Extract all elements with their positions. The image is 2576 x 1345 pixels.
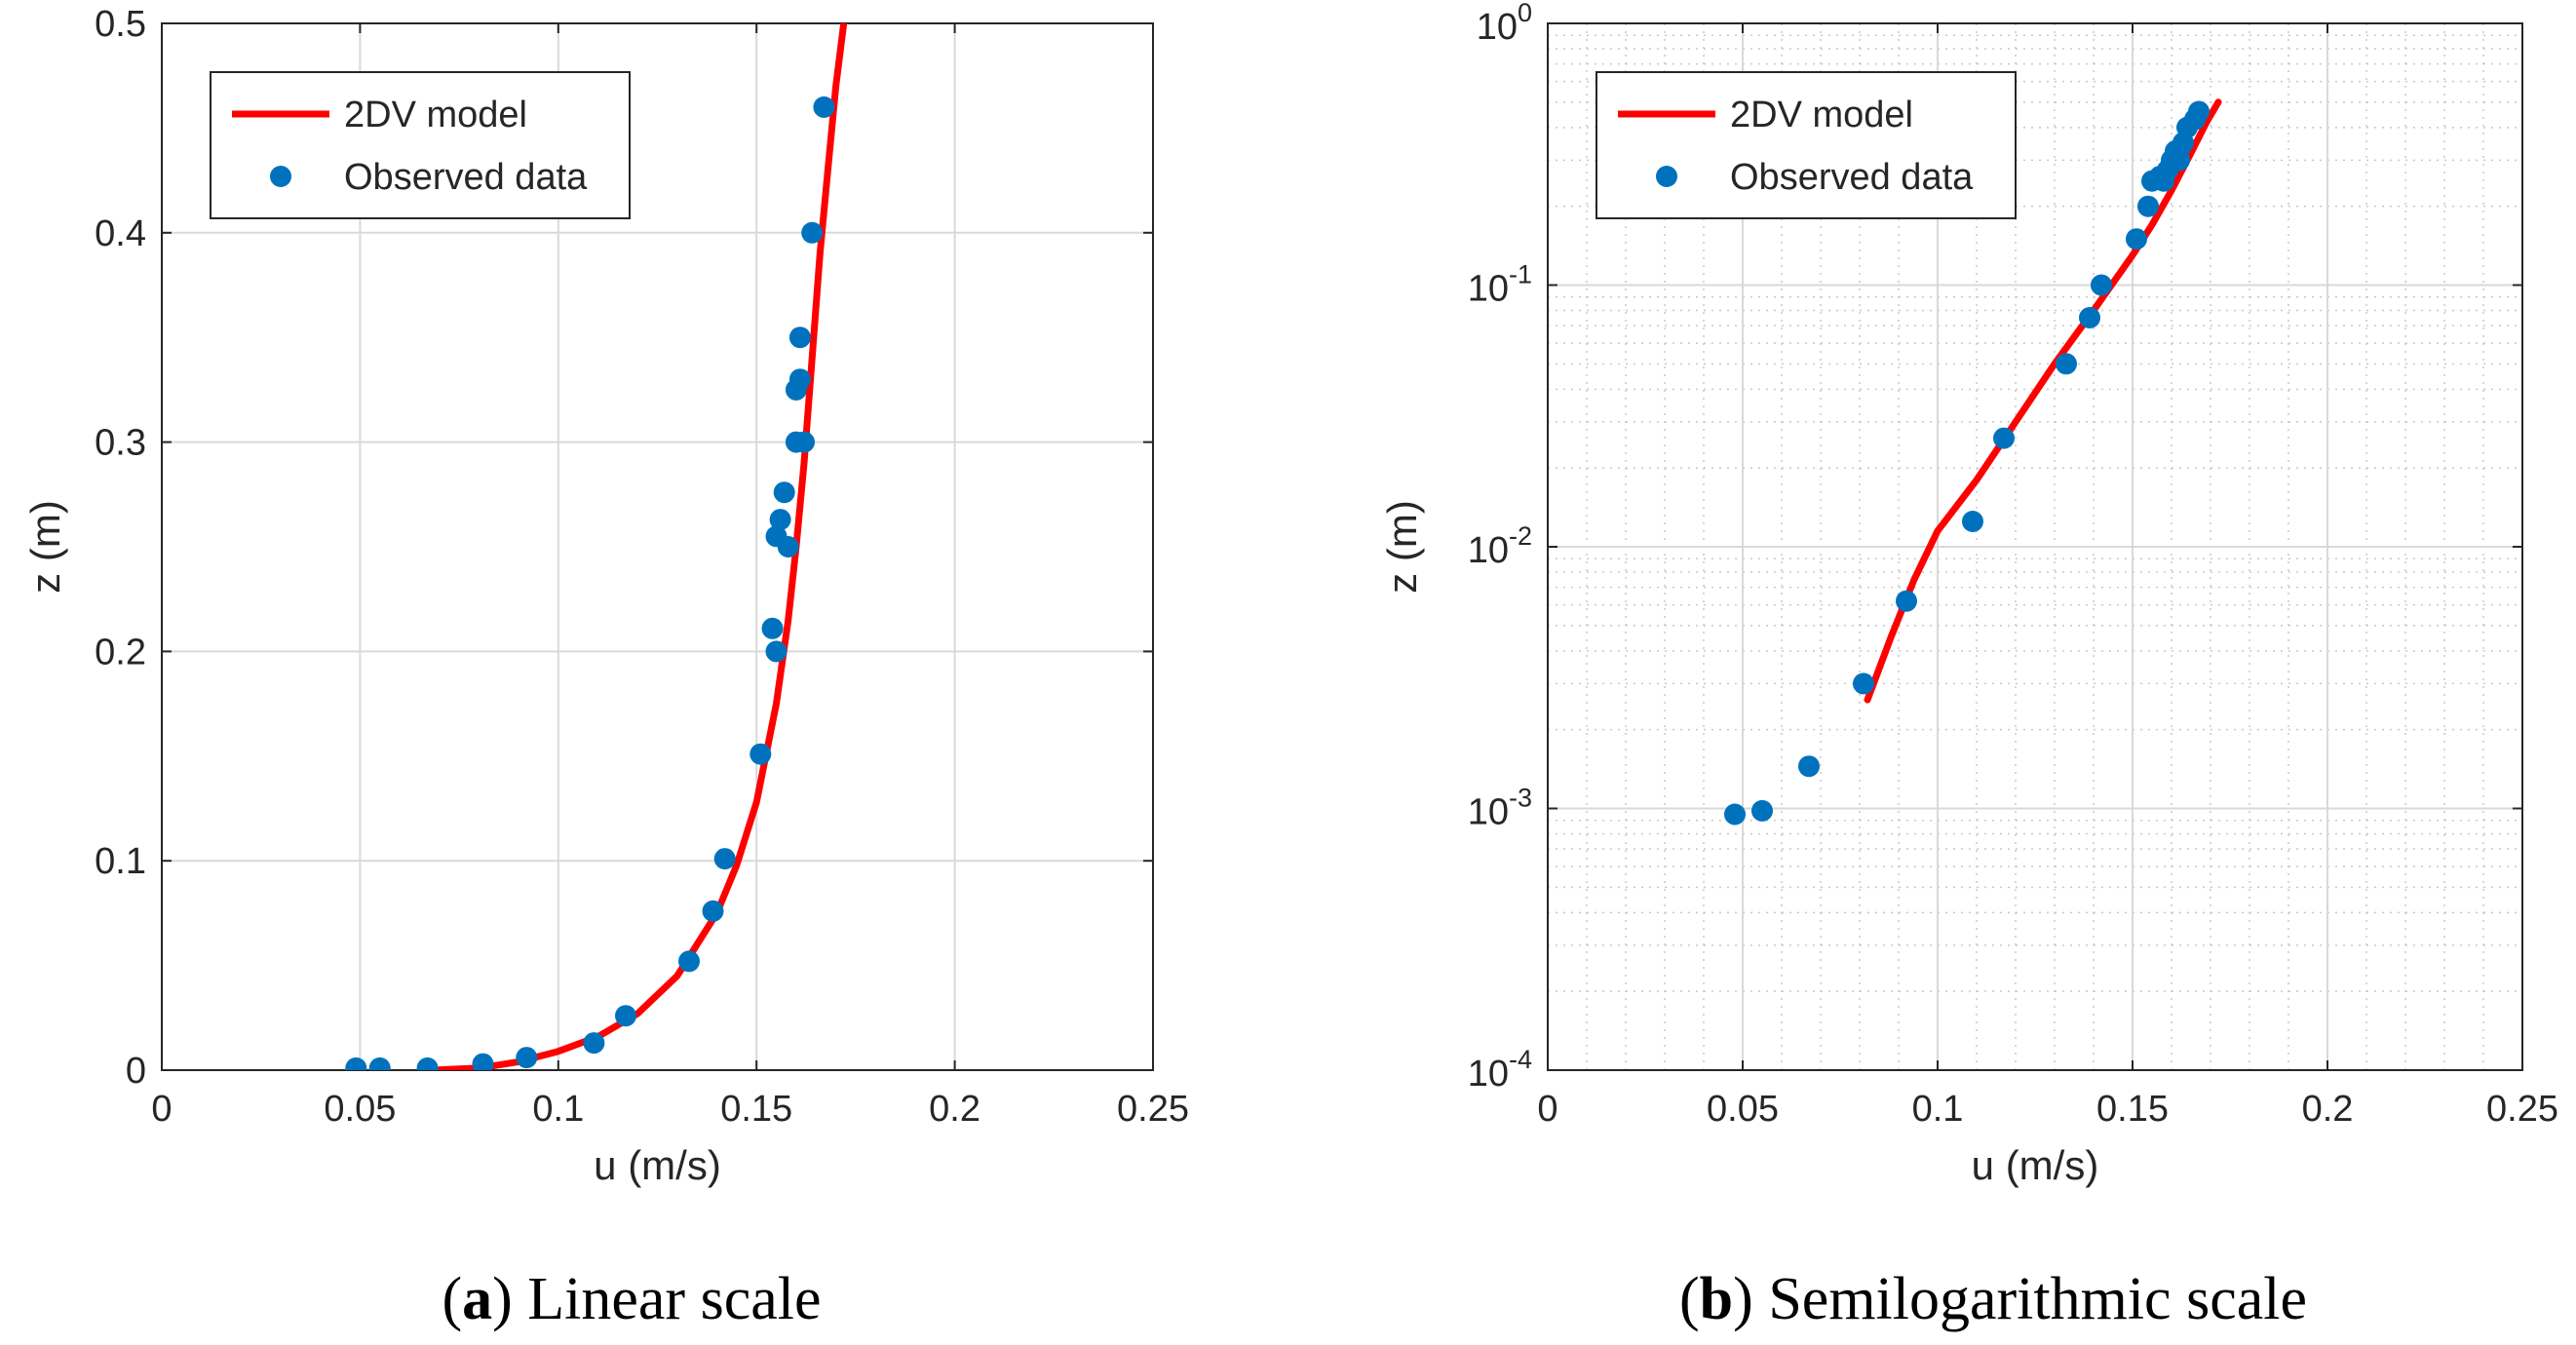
panel-b-x-tick-label: 0.25 (2486, 1089, 2558, 1130)
panel-a-observed-point (777, 536, 799, 557)
panel-b-legend-label: 2DV model (1730, 95, 1913, 135)
panel-b-y-tick-label: 10-2 (1468, 521, 1532, 571)
caption-a-letter: a (462, 1266, 492, 1332)
panel-a-observed-point (788, 368, 811, 391)
panel-a-observed-point (368, 1057, 391, 1070)
panel-b-y-tick-exp: 0 (1518, 0, 1532, 27)
panel-a-legend-label: Observed data (344, 157, 588, 198)
panel-b-y-axis-label: z (m) (1379, 500, 1425, 594)
panel-b-y-tick-exp: -4 (1509, 1045, 1532, 1074)
panel-b-observed-point (1724, 803, 1746, 826)
panel-a-observed-point (761, 617, 784, 639)
panel-a-x-tick-label: 0.15 (720, 1089, 792, 1130)
panel-b-legend-marker-swatch (1656, 166, 1677, 187)
panel-b-observed-point (1853, 672, 1874, 695)
panel-a-observed-point (765, 640, 788, 663)
panel-a-observed-point (472, 1053, 494, 1070)
panel-a-y-tick-label: 0 (126, 1051, 146, 1092)
panel-a-legend (210, 71, 631, 219)
panel-b-x-tick-label: 0.2 (2302, 1089, 2354, 1130)
caption-a: (a) Linear scale (442, 1266, 821, 1332)
panel-a-observed-point (516, 1047, 538, 1069)
panel-b-series-group (1724, 98, 2222, 826)
panel-b-observed-point (2126, 228, 2147, 250)
panel-a-observed-point (773, 481, 795, 504)
panel-b-observed-point (2091, 274, 2112, 296)
panel-b-observed-point (1993, 427, 2015, 449)
panel-a-y-tick-label: 0.2 (95, 632, 146, 672)
panel-b-y-tick-label: 10-4 (1468, 1045, 1532, 1095)
panel-b-x-tick-label: 0.15 (2096, 1089, 2169, 1130)
panel-a-legend-marker-swatch (270, 166, 291, 187)
panel-b-y-tick-label: 10-3 (1468, 784, 1532, 833)
panel-b-x-tick-label: 0.1 (1912, 1089, 1964, 1130)
panel-a-observed-point (615, 1005, 636, 1027)
panel-b-observed-point (2079, 307, 2100, 328)
panel-a-observed-point (813, 96, 835, 118)
panel-a-observed-point (416, 1057, 439, 1070)
panel-b-observed-point (1751, 799, 1773, 822)
panel-a-observed-point (769, 509, 791, 531)
panel-b-observed-point (2188, 100, 2210, 123)
panel-b-y-tick-label: 100 (1477, 0, 1532, 48)
panel-a-observed-point (801, 221, 824, 244)
panel-a-y-tick-label: 0.4 (95, 213, 146, 254)
caption-b-letter: b (1700, 1266, 1733, 1332)
panel-b-observed-point (2137, 195, 2159, 217)
panel-b-x-tick-label: 0.05 (1707, 1089, 1779, 1130)
panel-a-model-line (436, 23, 848, 1070)
panel-a-observed-point (583, 1032, 605, 1055)
panel-a-legend-label: 2DV model (344, 95, 527, 135)
panel-a-observed-point (750, 743, 772, 765)
panel-b-legend-label: Observed data (1730, 157, 1974, 198)
panel-a-y-tick-label: 0.1 (95, 841, 146, 882)
panel-b-y-tick-base: 10 (1477, 7, 1518, 48)
panel-a-observed-point (678, 950, 700, 973)
panel-a-x-tick-label: 0.05 (324, 1089, 396, 1130)
panel-a-observed-point (713, 848, 736, 870)
panel-b-observed-point (2056, 353, 2077, 375)
panel-b-legend (1596, 71, 2017, 219)
panel-a-y-tick-label: 0.3 (95, 423, 146, 464)
panel-b-y-tick-label: 10-1 (1468, 260, 1532, 310)
panel-a-x-tick-label: 0.25 (1117, 1089, 1189, 1130)
panel-b-y-tick-base: 10 (1468, 269, 1509, 310)
panel-a-y-tick-label: 0.5 (95, 4, 146, 45)
panel-b-observed-point (1896, 590, 1917, 612)
panel-b-y-tick-base: 10 (1468, 530, 1509, 571)
panel-b-y-tick-exp: -1 (1509, 260, 1532, 289)
panel-b-x-tick-label: 0 (1537, 1089, 1557, 1130)
panel-a-x-tick-label: 0.1 (532, 1089, 584, 1130)
panel-a-y-axis-label: z (m) (22, 500, 68, 594)
panel-b-observed-point (1962, 511, 1983, 532)
panel-b-y-tick-base: 10 (1468, 792, 1509, 833)
panel-a-series-group (345, 23, 848, 1070)
panel-a-axes-box (161, 22, 1154, 1071)
panel-b-observed-point (1798, 755, 1820, 778)
panel-a-observed-point (788, 327, 811, 349)
panel-a-x-tick-label: 0 (151, 1089, 172, 1130)
panel-b-y-tick-exp: -2 (1509, 521, 1532, 551)
panel-b-y-tick-base: 10 (1468, 1054, 1509, 1095)
caption-b-text: Semilogarithmic scale (1768, 1266, 2307, 1332)
panel-a-observed-point (345, 1057, 367, 1070)
panel-b-semilog: 0 0.05 0.1 0.15 0.2 0.2510-410-310-210-1100u … (1379, 0, 2558, 1188)
panel-b-x-axis-label: u (m/s) (1972, 1142, 2099, 1188)
caption-b: (b) Semilogarithmic scale (1679, 1266, 2307, 1332)
panel-b-y-tick-exp: -3 (1509, 784, 1532, 813)
panel-a-x-axis-label: u (m/s) (594, 1142, 721, 1188)
panel-a-linear: 0 0.05 0.1 0.15 0.2 0.25 0 0.1 0.2 0.3 0.4 0.5 u (m/… (22, 4, 1189, 1188)
panel-a-observed-point (702, 900, 724, 922)
caption-a-text: Linear scale (527, 1266, 821, 1332)
panel-a-observed-point (793, 431, 815, 453)
panel-a-x-tick-label: 0.2 (929, 1089, 980, 1130)
